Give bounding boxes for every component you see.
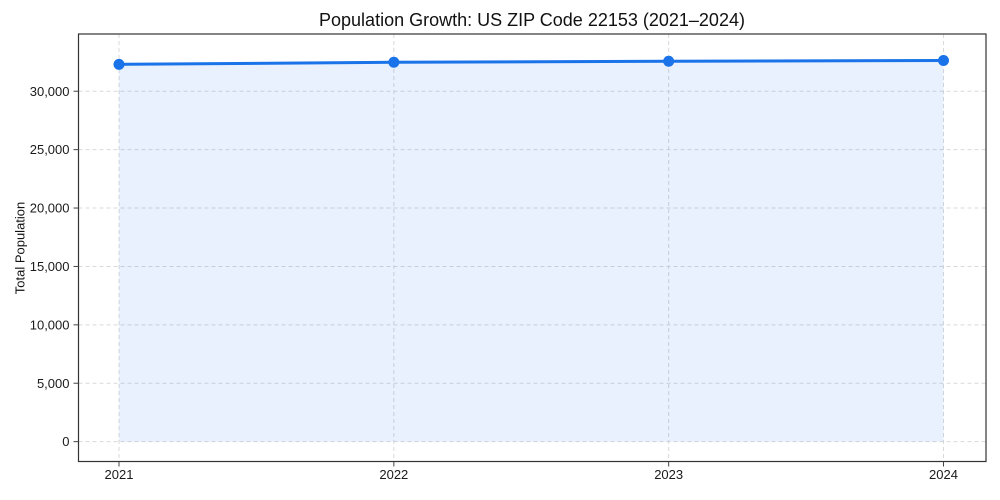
- y-tick-label: 10,000: [30, 317, 70, 332]
- y-tick-label: 20,000: [30, 201, 70, 216]
- x-tick-label: 2023: [654, 467, 683, 482]
- x-tick-label: 2021: [105, 467, 134, 482]
- area-fill: [119, 60, 944, 442]
- data-point-marker: [663, 55, 675, 67]
- series-line: [117, 59, 945, 66]
- y-tick-label: 25,000: [30, 142, 70, 157]
- data-point-marker: [388, 56, 400, 68]
- y-tick-label: 0: [62, 434, 69, 449]
- y-tick-label: 5,000: [37, 376, 70, 391]
- data-point-marker: [113, 58, 125, 70]
- x-tick-label: 2024: [929, 467, 958, 482]
- chart-title: Population Growth: US ZIP Code 22153 (20…: [319, 10, 745, 30]
- y-tick-label: 15,000: [30, 259, 70, 274]
- plot-border: [77, 33, 987, 463]
- data-point-marker: [938, 55, 949, 67]
- y-tick-label: 30,000: [30, 84, 70, 99]
- x-tick-label: 2022: [379, 467, 408, 482]
